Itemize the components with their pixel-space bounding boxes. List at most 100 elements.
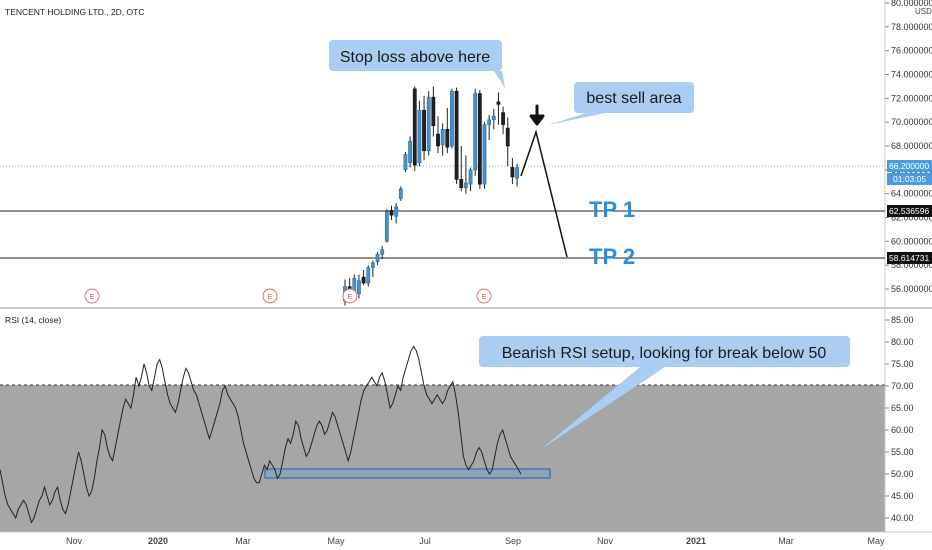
rsi-tick-label: 75.00 (891, 359, 914, 369)
candle[interactable] (436, 116, 440, 154)
rsi-support-zone[interactable] (264, 468, 551, 479)
price-tick-label: 62.000000 (891, 213, 932, 223)
rsi-axis[interactable]: 85.00 80.00 75.00 70.00 65.00 60.00 55.00 50.00… (885, 315, 914, 523)
candle-body (454, 90, 459, 180)
candle[interactable] (366, 265, 371, 287)
price-axis[interactable]: 80.000000 78.000000 76.000000 74.000000 72.0… (885, 0, 932, 294)
candle-body (440, 129, 445, 146)
candle[interactable] (454, 87, 459, 185)
best-sell-text: best sell area (586, 90, 681, 107)
candle[interactable] (375, 252, 380, 266)
candle[interactable] (412, 86, 417, 172)
candle[interactable] (440, 123, 445, 156)
candle[interactable] (398, 186, 403, 201)
time-tick-label: 2021 (686, 536, 706, 546)
rsi-tick-label: 65.00 (891, 403, 914, 413)
price-tick-label: 74.000000 (891, 70, 932, 80)
candle[interactable] (463, 155, 468, 194)
rsi-tick-label: 50.00 (891, 469, 914, 479)
candle[interactable] (380, 246, 385, 260)
rsi-tick-label: 60.00 (891, 425, 914, 435)
candle[interactable] (496, 92, 501, 125)
price-tick-label: 56.000000 (891, 284, 932, 294)
rsi-note-text: Bearish RSI setup, looking for break bel… (502, 345, 827, 362)
candle-body (375, 254, 380, 262)
candle[interactable] (510, 157, 515, 185)
time-tick-label: May (867, 536, 885, 546)
candle[interactable] (477, 89, 482, 189)
candle-body (370, 262, 375, 268)
candle-body (436, 133, 440, 147)
candle[interactable] (505, 117, 510, 167)
candle[interactable] (445, 107, 450, 154)
rsi-line[interactable] (0, 345, 522, 524)
candle[interactable] (408, 136, 413, 168)
earnings-marker-label: E (348, 294, 353, 301)
earnings-marker-label: E (90, 294, 95, 301)
rsi-note-callout[interactable]: Bearish RSI setup, looking for break bel… (479, 336, 850, 450)
time-tick-label: 2020 (148, 536, 168, 546)
candle-body (445, 129, 450, 148)
rsi-tick-label: 45.00 (891, 491, 914, 501)
tp2-label[interactable]: TP 2 (589, 244, 635, 269)
candle[interactable] (417, 100, 422, 167)
price-axis-unit: USD (915, 7, 932, 16)
candle[interactable] (389, 205, 394, 220)
earnings-marker[interactable]: E (84, 288, 100, 304)
candle-body (468, 169, 473, 185)
candle-body (366, 267, 371, 284)
candle[interactable] (515, 163, 519, 187)
candle-body (510, 167, 515, 178)
candle[interactable] (491, 109, 496, 130)
price-tick-label: 60.000000 (891, 236, 932, 246)
time-tick-label: Mar (235, 536, 251, 546)
earnings-marker[interactable]: E (262, 288, 278, 304)
time-tick-label: Nov (66, 536, 83, 546)
candle[interactable] (459, 146, 464, 192)
candle[interactable] (422, 95, 426, 161)
rsi-tick-label: 80.00 (891, 337, 914, 347)
countdown-text: 01:03:05 (893, 174, 926, 184)
rsi-band (0, 385, 885, 532)
current-price-label: 66.200000 (887, 160, 932, 172)
current-price-text: 66.200000 (889, 161, 929, 171)
rsi-tick-label: 70.00 (891, 381, 914, 391)
candle[interactable] (501, 106, 506, 135)
tp1-label[interactable]: TP 1 (589, 197, 635, 222)
arrow-down-icon (529, 104, 545, 126)
time-tick-label: May (327, 536, 345, 546)
candle[interactable] (357, 274, 361, 299)
candle[interactable] (403, 151, 408, 173)
rsi-tick-label: 85.00 (891, 315, 914, 325)
candle[interactable] (370, 260, 375, 278)
earnings-marker-label: E (268, 294, 273, 301)
candle-body (412, 88, 417, 166)
candle[interactable] (482, 122, 487, 189)
candle-body (384, 211, 389, 242)
candle[interactable] (394, 203, 399, 224)
earnings-marker[interactable]: E (476, 288, 492, 304)
candle-body (394, 206, 399, 217)
candle[interactable] (473, 88, 478, 176)
stop-loss-callout[interactable]: Stop loss above here (329, 40, 505, 88)
candle[interactable] (384, 209, 389, 243)
candle-body (459, 179, 464, 189)
candle[interactable] (468, 167, 473, 192)
price-tick-label: 80.000000 (891, 0, 932, 8)
candle[interactable] (487, 115, 492, 141)
candle-body (450, 90, 454, 147)
earnings-marker[interactable]: E (342, 288, 358, 304)
best-sell-callout[interactable]: best sell area (548, 82, 694, 125)
candle[interactable] (431, 86, 436, 137)
candle-body (357, 280, 361, 295)
candle[interactable] (450, 88, 454, 149)
price-tick-label: 64.000000 (891, 189, 932, 199)
stop-loss-text: Stop loss above here (340, 49, 490, 66)
candle[interactable] (426, 91, 431, 156)
candle-body (487, 119, 492, 125)
time-tick-label: Sep (505, 536, 521, 546)
price-tick-label: 78.000000 (891, 22, 932, 32)
projection-path[interactable] (520, 129, 568, 258)
time-axis[interactable]: Nov 2020 Mar May Jul Sep Nov 2021 Mar May (66, 536, 885, 546)
candle[interactable] (361, 269, 366, 286)
